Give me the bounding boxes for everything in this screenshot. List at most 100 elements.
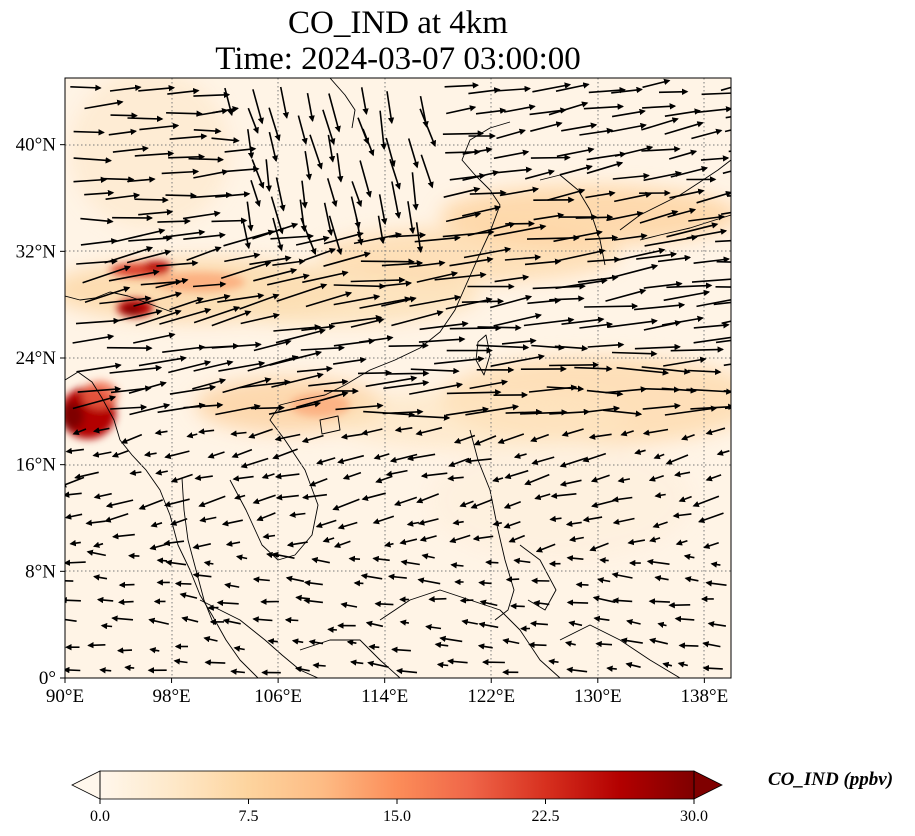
wind-arrow <box>611 108 646 118</box>
wind-arrow <box>92 427 110 434</box>
wind-arrow <box>333 283 386 290</box>
wind-arrow <box>657 254 692 263</box>
wind-arrow <box>129 469 142 476</box>
wind-arrow <box>531 344 565 351</box>
wind-arrow <box>465 404 520 416</box>
wind-arrow <box>658 88 689 96</box>
colorbar: 0.0 7.5 15.0 22.5 30.0 <box>71 770 723 825</box>
wind-arrow <box>138 84 176 92</box>
lon-tick-label: 98°E <box>152 686 190 707</box>
wind-arrow <box>311 557 330 564</box>
wind-arrow <box>530 154 571 161</box>
wind-arrow <box>696 190 731 204</box>
wind-arrow <box>415 426 443 436</box>
wind-arrow <box>72 428 87 435</box>
wind-arrow <box>232 475 254 482</box>
wind-arrow <box>162 229 206 239</box>
wind-arrow <box>134 196 169 204</box>
wind-arrow <box>443 186 481 198</box>
wind-arrow <box>416 493 439 504</box>
wind-arrow <box>502 638 520 645</box>
wind-arrow <box>270 196 284 235</box>
wind-arrow <box>493 313 542 327</box>
wind-arrow <box>80 238 118 246</box>
lon-tick-label: 138°E <box>681 686 729 707</box>
wind-arrow <box>306 92 315 123</box>
wind-arrow <box>667 207 697 218</box>
wind-arrow <box>705 474 722 482</box>
wind-arrow <box>420 154 434 189</box>
wind-arrow <box>169 384 217 395</box>
wind-arrow <box>246 201 254 232</box>
wind-arrow <box>391 310 444 327</box>
wind-arrow <box>302 270 349 284</box>
wind-arrow <box>323 251 371 267</box>
wind-arrow <box>211 341 262 349</box>
wind-arrow <box>99 295 152 305</box>
wind-arrow <box>84 99 124 110</box>
wind-arrow <box>715 239 731 243</box>
wind-arrow <box>164 450 190 460</box>
wind-arrow <box>493 149 530 160</box>
wind-arrow <box>593 615 610 623</box>
wind-arrow <box>680 433 695 441</box>
wind-arrow <box>442 130 485 137</box>
wind-arrow <box>336 153 344 183</box>
wind-arrow <box>662 661 673 669</box>
wind-arrow <box>169 133 208 140</box>
wind-arrow <box>106 344 153 352</box>
wind-arrow <box>473 435 497 446</box>
wind-arrow <box>670 166 709 178</box>
lon-tick-label: 114°E <box>361 686 408 707</box>
wind-arrow <box>183 402 224 409</box>
wind-arrow <box>322 536 335 543</box>
wind-arrow <box>494 274 530 283</box>
wind-arrow <box>485 559 499 566</box>
wind-arrow <box>65 447 85 455</box>
wind-arrow <box>565 520 582 527</box>
wind-arrow <box>564 640 576 647</box>
wind-arrow <box>566 666 588 674</box>
lat-tick-label: 0° <box>39 668 56 689</box>
wind-arrow <box>211 217 248 224</box>
wind-arrow <box>643 281 683 289</box>
wind-arrow <box>663 289 711 302</box>
wind-arrow <box>362 128 375 157</box>
wind-arrow <box>620 430 634 437</box>
wind-arrow <box>109 84 142 92</box>
wind-arrow <box>389 159 401 190</box>
wind-arrow <box>326 178 338 208</box>
wind-arrow <box>641 117 679 131</box>
wind-arrow <box>328 215 343 256</box>
wind-arrow <box>446 105 477 115</box>
lat-tick-label: 16°N <box>16 455 57 476</box>
wind-arrow <box>661 387 697 394</box>
wind-arrow <box>674 615 695 623</box>
wind-arrow <box>368 643 380 651</box>
wind-arrow <box>503 521 521 529</box>
latitude-axis: 0° 8°N 16°N 24°N 32°N 40°N <box>16 135 65 689</box>
wind-arrow <box>420 472 448 479</box>
wind-arrow <box>648 598 670 605</box>
wind-arrow <box>337 521 358 530</box>
wind-arrow <box>549 515 562 523</box>
wind-arrow <box>568 620 583 627</box>
wind-arrow <box>666 282 713 289</box>
wind-arrow <box>606 210 644 222</box>
wind-arrow <box>265 159 272 192</box>
wind-arrow <box>561 316 605 325</box>
wind-arrow <box>275 494 299 501</box>
wind-arrow <box>406 520 420 527</box>
wind-arrow <box>162 344 206 353</box>
wind-arrow <box>555 277 608 290</box>
wind-arrow <box>450 562 464 569</box>
wind-arrow <box>128 381 167 394</box>
wind-arrow <box>112 533 135 540</box>
wind-arrow <box>303 597 323 605</box>
wind-arrow <box>691 278 731 283</box>
wind-arrow <box>100 622 113 630</box>
colorbar-tick-label: 15.0 <box>383 808 411 825</box>
wind-arrow <box>247 107 259 134</box>
wind-arrow <box>686 228 728 239</box>
wind-arrow <box>418 336 466 343</box>
